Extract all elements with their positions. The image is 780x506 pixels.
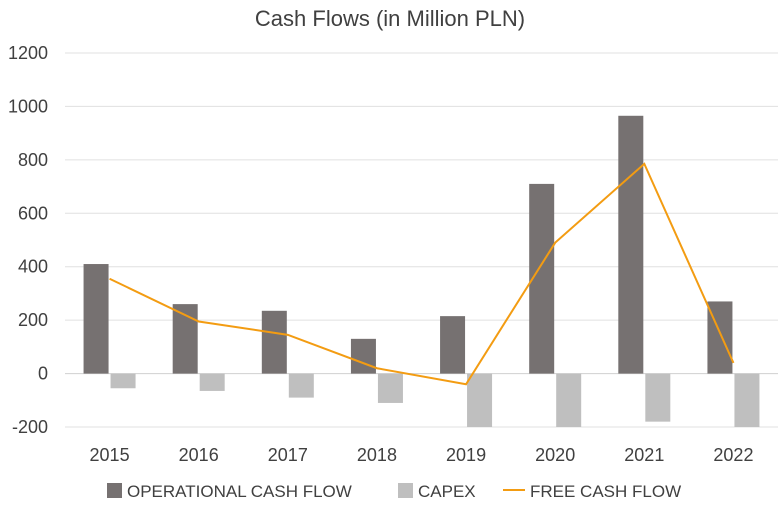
bar-capex — [734, 373, 760, 427]
x-tick-label: 2018 — [357, 445, 397, 465]
y-tick-label: 0 — [38, 364, 48, 384]
bar-capex — [288, 373, 314, 398]
line-free-cash-flow — [109, 162, 735, 386]
legend-label: FREE CASH FLOW — [530, 482, 681, 501]
chart-title: Cash Flows (in Million PLN) — [254, 6, 526, 31]
x-tick-label: 2016 — [179, 445, 219, 465]
y-tick-label: 200 — [18, 310, 48, 330]
legend-swatch — [107, 483, 122, 498]
x-tick-label: 2019 — [446, 445, 486, 465]
y-tick-label: 1200 — [8, 43, 48, 63]
x-tick-label: 2021 — [624, 445, 664, 465]
bar-capex — [110, 373, 136, 389]
bar-capex — [467, 373, 493, 427]
bar-capex — [377, 373, 403, 403]
legend-label: OPERATIONAL CASH FLOW — [127, 482, 352, 501]
y-tick-label: -200 — [12, 417, 48, 437]
bar-operational-cash-flow — [83, 264, 109, 374]
x-tick-label: 2015 — [90, 445, 130, 465]
x-tick-label: 2020 — [535, 445, 575, 465]
bar-capex — [556, 373, 582, 427]
bar-capex — [199, 373, 225, 391]
bar-operational-cash-flow — [261, 310, 287, 374]
legend-label: CAPEX — [418, 482, 476, 501]
bar-capex — [645, 373, 671, 422]
y-tick-label: 600 — [18, 203, 48, 223]
x-tick-label: 2017 — [268, 445, 308, 465]
bar-operational-cash-flow — [350, 338, 376, 374]
legend-swatch — [398, 483, 413, 498]
bar-operational-cash-flow — [440, 316, 466, 374]
y-tick-label: 400 — [18, 257, 48, 277]
y-tick-label: 1000 — [8, 96, 48, 116]
x-tick-label: 2022 — [713, 445, 753, 465]
bar-operational-cash-flow — [618, 115, 644, 374]
y-tick-label: 800 — [18, 150, 48, 170]
